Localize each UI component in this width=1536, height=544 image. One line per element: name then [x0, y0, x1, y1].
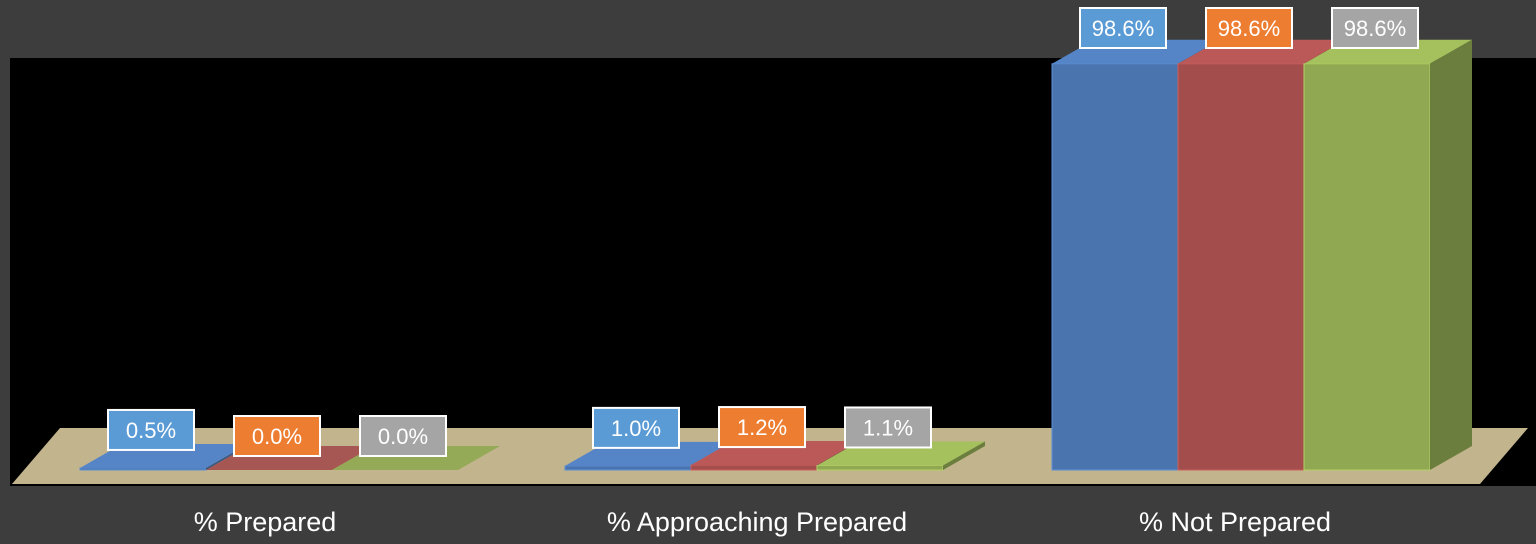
data-label-2-2: 98.6% [1331, 7, 1419, 49]
data-label-box-0-2 [359, 415, 447, 457]
data-label-text-1-0: 1.0% [611, 416, 661, 441]
data-label-box-0-1 [233, 415, 321, 457]
bar-front-1-2 [816, 464, 944, 471]
data-label-text-2-0: 98.6% [1092, 16, 1154, 41]
data-label-1-2: 1.1% [844, 406, 932, 449]
data-label-box-1-0 [592, 406, 680, 449]
data-label-box-2-0 [1079, 7, 1167, 49]
bar-2-2 [1303, 39, 1472, 471]
data-label-text-2-1: 98.6% [1218, 16, 1280, 41]
category-label-2: % Not Prepared [1139, 507, 1331, 537]
data-label-2-0: 98.6% [1079, 7, 1167, 49]
data-label-box-1-2 [844, 406, 932, 449]
category-label-1: % Approaching Prepared [607, 507, 907, 537]
bar-front-0-0 [79, 467, 207, 471]
data-label-0-1: 0.0% [233, 415, 321, 457]
data-label-box-2-2 [1331, 7, 1419, 49]
bar-side-2-2 [1430, 39, 1472, 470]
data-label-text-2-2: 98.6% [1344, 16, 1406, 41]
data-label-text-1-1: 1.2% [737, 415, 787, 440]
data-label-box-0-0 [107, 408, 195, 451]
data-label-2-1: 98.6% [1205, 7, 1293, 49]
data-label-text-1-2: 1.1% [863, 415, 913, 440]
data-label-1-0: 1.0% [592, 406, 680, 449]
data-label-0-2: 0.0% [359, 415, 447, 457]
data-label-text-0-0: 0.5% [126, 418, 176, 443]
bar-front-1-0 [564, 465, 692, 471]
category-axis: % Prepared % Approaching Prepared % Not Pr… [194, 507, 1331, 537]
category-label-0: % Prepared [194, 507, 337, 537]
data-label-text-0-1: 0.0% [252, 424, 302, 449]
data-label-1-1: 1.2% [718, 406, 806, 449]
data-label-box-1-1 [718, 406, 806, 449]
bar-front-2-2 [1303, 63, 1431, 471]
bar-side-1-2 [943, 441, 985, 470]
data-label-0-0: 0.5% [107, 408, 195, 451]
data-label-box-2-1 [1205, 7, 1293, 49]
data-labels-layer: 0.5% 0.0% 0.0% 1.0% 1.2% 1.1% 98.6% 98.6% 98.6% [107, 7, 1419, 457]
bar-front-2-1 [1177, 63, 1305, 471]
bar-front-1-1 [690, 464, 818, 471]
bar-front-2-0 [1051, 63, 1179, 471]
data-label-text-0-2: 0.0% [378, 424, 428, 449]
